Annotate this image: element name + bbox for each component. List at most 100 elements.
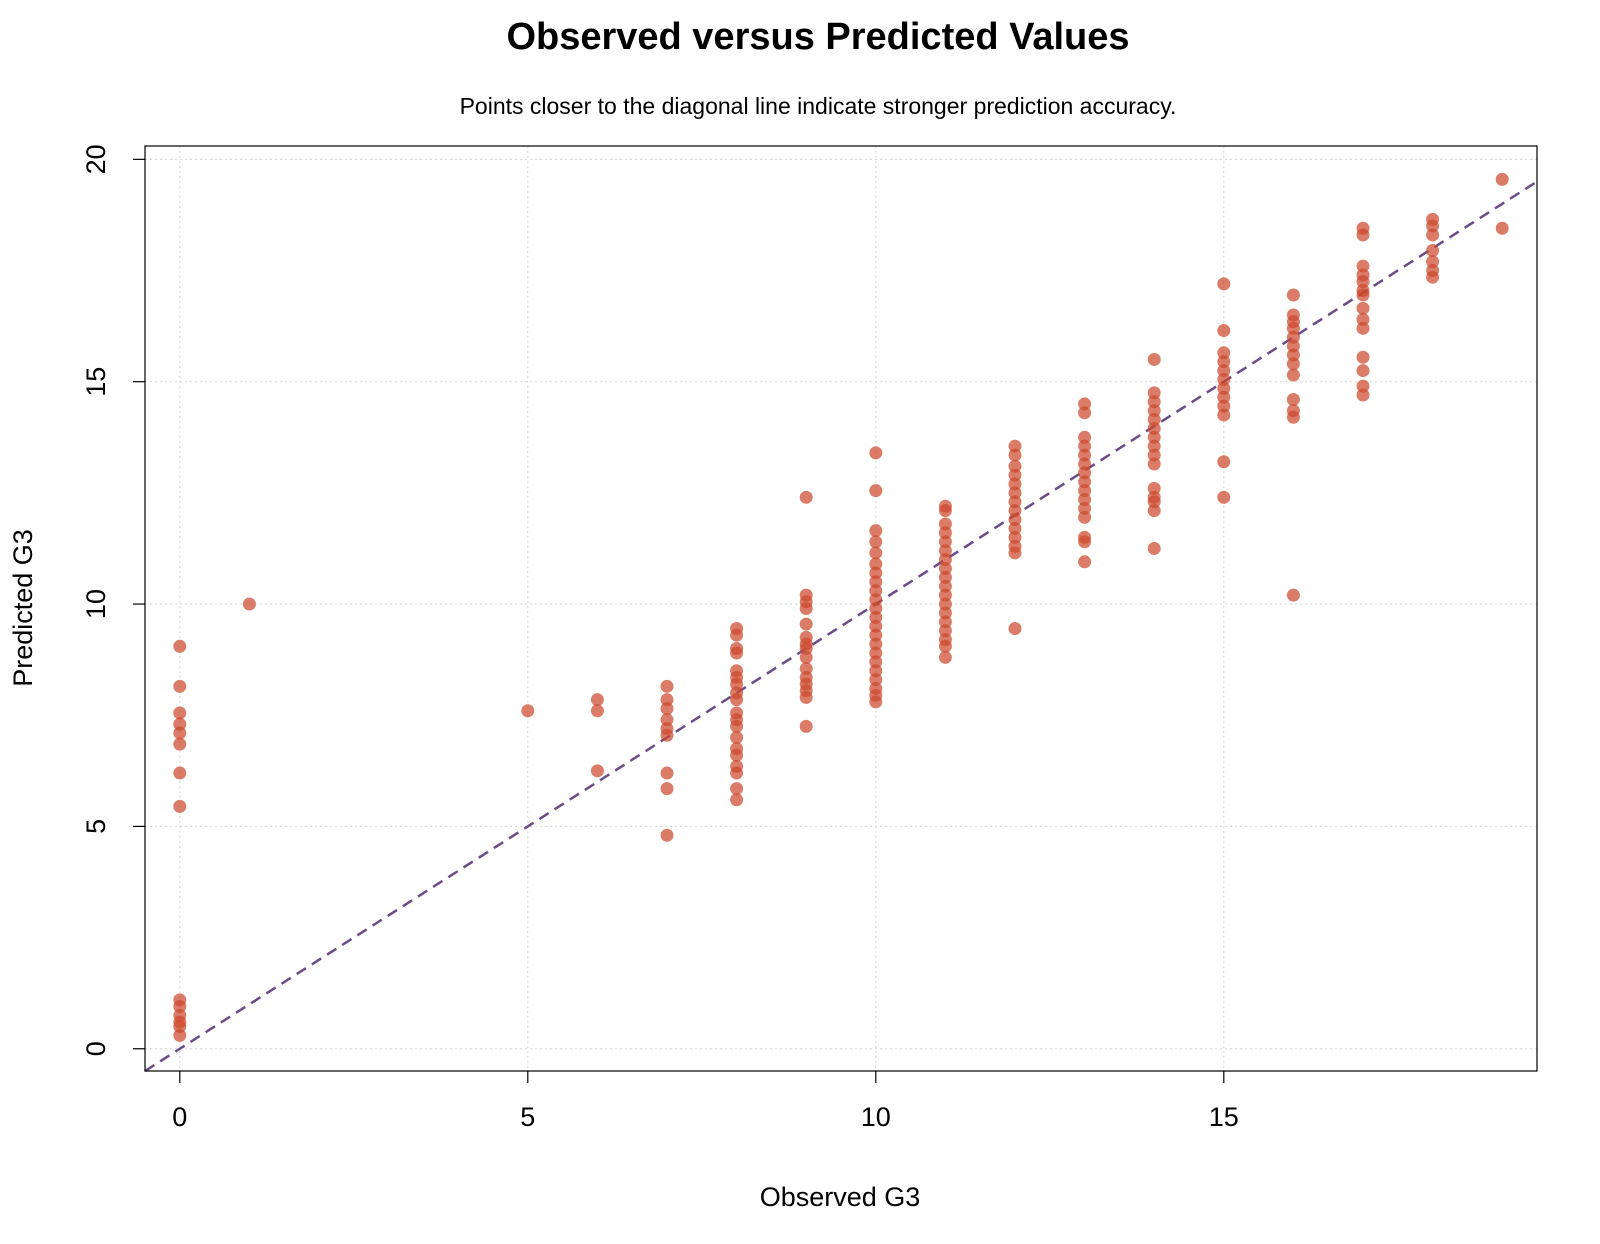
data-point — [938, 553, 952, 567]
data-point — [1356, 275, 1370, 289]
data-point — [173, 726, 187, 740]
data-point — [869, 446, 883, 460]
grid-lines — [145, 146, 1537, 1071]
data-point — [660, 713, 674, 727]
data-point — [869, 593, 883, 607]
data-point — [799, 650, 813, 664]
data-point — [1426, 219, 1440, 233]
data-point — [1078, 501, 1092, 515]
y-tick-label: 0 — [81, 1041, 111, 1056]
reference-diagonal-line — [144, 180, 1538, 1073]
data-point — [1147, 439, 1161, 453]
data-point — [869, 664, 883, 678]
data-point — [1078, 439, 1092, 453]
data-point — [730, 693, 744, 707]
data-point — [242, 597, 256, 611]
data-point — [1217, 346, 1231, 360]
data-point — [1147, 404, 1161, 418]
data-point — [938, 624, 952, 638]
data-point — [869, 584, 883, 598]
data-point — [1008, 546, 1022, 560]
data-point — [1078, 510, 1092, 524]
data-point — [173, 639, 187, 653]
data-point — [1286, 357, 1300, 371]
data-point — [1217, 399, 1231, 413]
data-point — [660, 728, 674, 742]
data-point — [590, 764, 604, 778]
data-point — [799, 690, 813, 704]
data-point — [660, 828, 674, 842]
data-point — [730, 748, 744, 762]
data-point — [1286, 410, 1300, 424]
data-point — [1147, 412, 1161, 426]
data-point — [1217, 277, 1231, 291]
data-point — [1008, 468, 1022, 482]
data-point — [173, 1020, 187, 1034]
data-point — [1217, 355, 1231, 369]
data-point — [1356, 301, 1370, 315]
data-point — [590, 693, 604, 707]
data-point — [938, 606, 952, 620]
data-point — [660, 702, 674, 716]
data-point — [173, 1000, 187, 1014]
data-point — [730, 677, 744, 691]
data-point — [1008, 459, 1022, 473]
data-point — [1217, 364, 1231, 378]
data-point — [869, 575, 883, 589]
data-point — [1217, 390, 1231, 404]
data-point — [938, 526, 952, 540]
data-point — [1008, 495, 1022, 509]
data-point — [1008, 530, 1022, 544]
data-point — [938, 517, 952, 531]
x-axis-label: Observed G3 — [760, 1182, 921, 1212]
data-point — [1147, 352, 1161, 366]
data-point — [1078, 406, 1092, 420]
x-tick-label: 15 — [1209, 1102, 1239, 1132]
data-point — [869, 535, 883, 549]
y-tick-label: 15 — [81, 367, 111, 397]
data-point — [1147, 481, 1161, 495]
data-point — [590, 704, 604, 718]
data-point — [730, 766, 744, 780]
data-point — [1356, 228, 1370, 242]
data-point — [938, 504, 952, 518]
data-point — [1426, 255, 1440, 269]
data-point — [1286, 588, 1300, 602]
data-point — [1286, 339, 1300, 353]
data-point — [1217, 381, 1231, 395]
reference-line-group — [144, 180, 1538, 1073]
data-point — [730, 782, 744, 796]
data-point — [869, 637, 883, 651]
x-tick-label: 10 — [861, 1102, 891, 1132]
data-point — [1356, 388, 1370, 402]
data-point — [1008, 439, 1022, 453]
data-point — [1078, 493, 1092, 507]
data-point — [1217, 490, 1231, 504]
data-point — [173, 717, 187, 731]
data-point — [869, 566, 883, 580]
data-point — [799, 719, 813, 733]
y-tick-label: 20 — [81, 144, 111, 174]
data-point — [730, 628, 744, 642]
data-point — [1356, 259, 1370, 273]
data-point — [1426, 270, 1440, 284]
data-point — [1217, 408, 1231, 422]
data-point — [1147, 541, 1161, 555]
data-point — [799, 490, 813, 504]
data-point — [938, 570, 952, 584]
chart-subtitle: Points closer to the diagonal line indic… — [460, 93, 1177, 119]
data-point — [660, 766, 674, 780]
data-point — [660, 693, 674, 707]
data-point — [1286, 288, 1300, 302]
data-point — [660, 782, 674, 796]
data-point — [1286, 368, 1300, 382]
data-point — [938, 650, 952, 664]
data-point — [938, 535, 952, 549]
data-point — [869, 628, 883, 642]
data-point — [1356, 350, 1370, 364]
data-point — [521, 704, 535, 718]
data-point — [1286, 321, 1300, 335]
data-point — [1078, 397, 1092, 411]
data-point — [1495, 172, 1509, 186]
